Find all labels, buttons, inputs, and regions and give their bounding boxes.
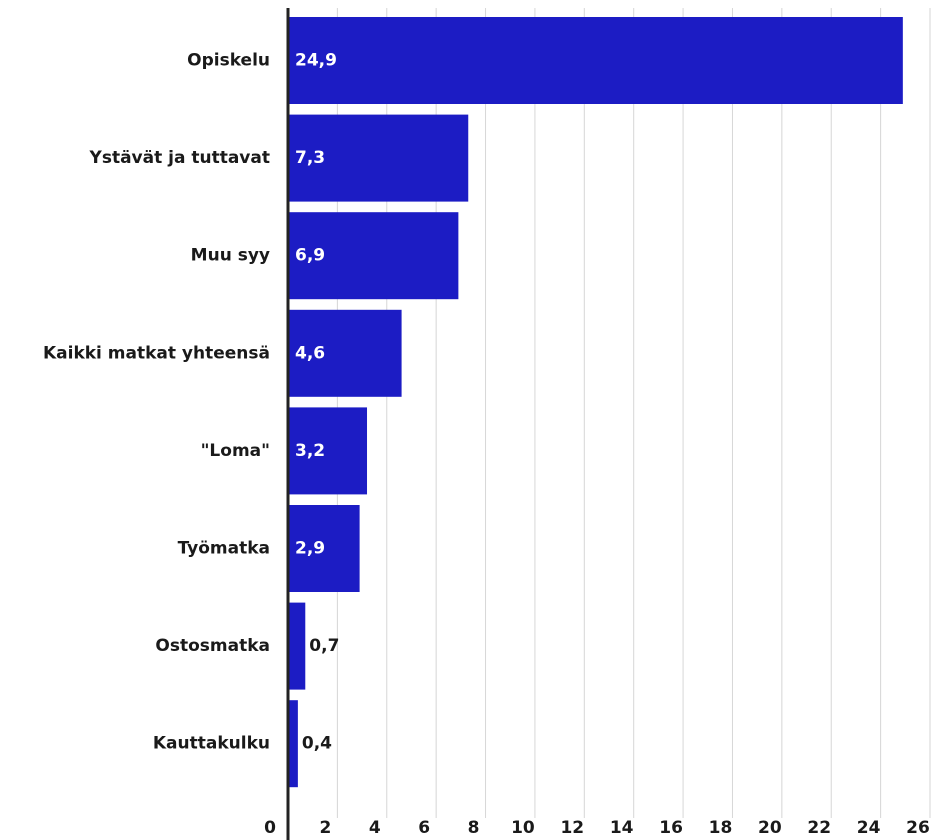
category-label: Muu syy [191,246,270,266]
x-tick-label: 4 [369,818,381,838]
bar [288,114,469,202]
x-tick-label: 10 [511,818,535,838]
x-tick-label: 14 [610,818,634,838]
value-label: 0,7 [309,636,339,656]
bar [288,700,298,788]
category-label: Ostosmatka [155,636,270,656]
bar [288,309,402,397]
x-tick-label: 18 [709,818,733,838]
value-label: 3,2 [295,441,325,461]
value-label: 2,9 [295,539,325,559]
value-label: 7,3 [295,148,325,168]
bar [288,212,459,300]
value-label: 4,6 [295,343,325,363]
category-label: Opiskelu [187,51,270,71]
category-label: Työmatka [178,539,270,559]
x-tick-label: 26 [906,818,930,838]
value-label: 6,9 [295,246,325,266]
x-tick-label: 0 [264,818,276,838]
bar [288,505,360,592]
bar [288,17,903,104]
value-label: 0,4 [302,734,332,754]
x-tick-label: 20 [758,818,782,838]
category-label: Ystävät ja tuttavat [89,148,270,168]
bar [288,407,368,495]
x-tick-label: 6 [418,818,430,838]
bar [288,602,306,690]
category-label: Kaikki matkat yhteensä [43,343,270,363]
x-tick-label: 2 [319,818,331,838]
value-label: 24,9 [295,51,337,71]
x-tick-label: 24 [857,818,881,838]
x-tick-label: 8 [468,818,480,838]
x-tick-label: 12 [560,818,584,838]
x-tick-label: 22 [807,818,831,838]
category-label: Kauttakulku [153,734,270,754]
x-tick-label: 16 [659,818,683,838]
category-label: "Loma" [201,441,270,461]
